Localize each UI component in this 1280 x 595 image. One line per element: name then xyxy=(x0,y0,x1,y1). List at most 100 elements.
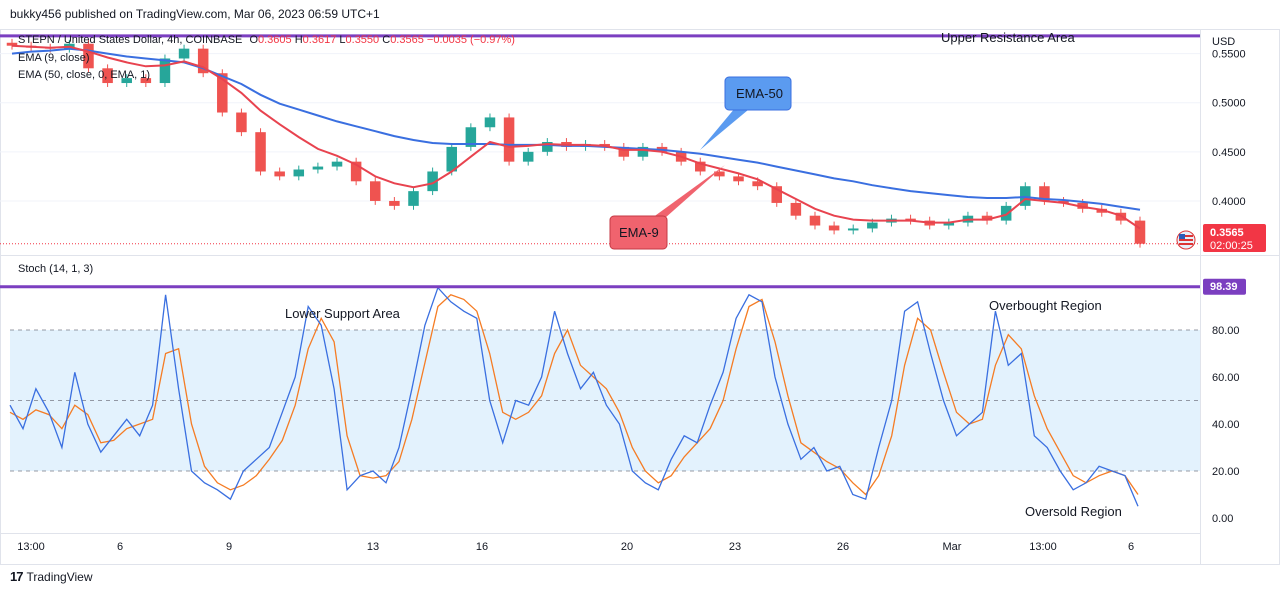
high-label: H xyxy=(294,34,303,46)
candle-body xyxy=(427,171,438,192)
candle-body xyxy=(331,161,343,167)
candle-body xyxy=(408,191,419,206)
time-tick-label: 9 xyxy=(226,541,232,553)
publisher-line: bukky456 published on TradingView.com, M… xyxy=(10,7,380,21)
time-tick-label: 20 xyxy=(621,541,633,553)
price-tick-label: 0.5500 xyxy=(1212,49,1246,61)
candle-body xyxy=(389,200,400,206)
candle-body xyxy=(102,68,113,84)
candle-body xyxy=(867,222,878,229)
candle-body xyxy=(484,117,496,128)
time-tick-label: 6 xyxy=(1128,541,1134,553)
overbought-label: Overbought Region xyxy=(989,298,1102,313)
high-value: 0.3617 xyxy=(302,34,337,46)
price-grid xyxy=(0,53,1200,202)
ema50-legend[interactable]: EMA (50, close, 0, EMA, 1) xyxy=(18,69,151,81)
ema9-callout-text: EMA-9 xyxy=(619,225,659,240)
candle-body xyxy=(274,171,285,177)
price-candles xyxy=(6,38,1146,248)
currency-label: USD xyxy=(1212,36,1235,48)
candle-body xyxy=(350,161,362,182)
stoch-tick-label: 60.00 xyxy=(1212,372,1240,384)
candle-body xyxy=(178,48,190,59)
current-price-value: 0.3565 xyxy=(1210,227,1244,239)
candle-body xyxy=(618,146,630,157)
candle-body xyxy=(293,169,305,177)
time-axis: 13:00 6 9 13 16 20 23 26 Mar 13:00 6 xyxy=(17,541,1134,553)
time-tick-label: 26 xyxy=(837,541,849,553)
stoch-tick-label: 40.00 xyxy=(1212,419,1240,431)
close-label: C xyxy=(382,34,391,46)
stoch-tick-label: 80.00 xyxy=(1212,325,1240,337)
stoch-tick-label: 20.00 xyxy=(1212,466,1240,478)
candle-body xyxy=(6,42,18,46)
candle-body xyxy=(771,186,783,203)
candle-body xyxy=(522,151,534,162)
candle-body xyxy=(1134,220,1146,244)
candle-body xyxy=(1077,202,1088,209)
price-tick-label: 0.4500 xyxy=(1212,147,1246,159)
open-value: 0.3605 xyxy=(258,34,292,46)
ema9-line xyxy=(11,44,1141,230)
time-tick-label: 13:00 xyxy=(17,541,45,553)
candle-body xyxy=(369,181,381,201)
oversold-label: Oversold Region xyxy=(1025,504,1122,519)
candle-body xyxy=(312,166,324,170)
change-value: −0.0035 (−0.97%) xyxy=(426,34,515,46)
ema50-line xyxy=(11,47,1141,211)
price-tick-label: 0.5000 xyxy=(1212,98,1246,110)
stoch-d-line xyxy=(9,294,1139,496)
symbol-info: STEPN / United States Dollar, 4h, COINBA… xyxy=(18,34,515,46)
ema9-legend[interactable]: EMA (9, close) xyxy=(18,52,90,64)
candle-body xyxy=(197,48,209,74)
candle-body xyxy=(752,181,763,187)
candle-body xyxy=(733,176,744,182)
chart-frame xyxy=(0,29,1280,565)
price-tick-label: 0.4000 xyxy=(1212,196,1246,208)
candle-body xyxy=(981,215,993,221)
brand-name: TradingView xyxy=(26,569,93,584)
time-tick-label: 13:00 xyxy=(1029,541,1057,553)
time-tick-label: 6 xyxy=(117,541,123,553)
candle-body xyxy=(83,43,94,69)
footer-brand: 17 TradingView xyxy=(10,569,93,584)
stoch-level-value: 98.39 xyxy=(1210,281,1238,293)
time-tick-label: 23 xyxy=(729,541,741,553)
time-tick-label: 16 xyxy=(476,541,488,553)
candle-body xyxy=(828,225,840,231)
upper-resistance-label: Upper Resistance Area xyxy=(941,30,1075,45)
candle-body xyxy=(1000,205,1012,221)
symbol-name: STEPN / United States Dollar, 4h, COINBA… xyxy=(18,34,243,46)
price-axis: 0.5500 0.5000 0.4500 0.4000 xyxy=(1212,49,1246,208)
stoch-k-line xyxy=(9,286,1139,507)
flag-icon[interactable] xyxy=(1176,230,1196,250)
candle-body xyxy=(714,171,725,177)
candle-body xyxy=(637,146,649,157)
candle-body xyxy=(121,78,132,84)
candle-body xyxy=(217,73,228,113)
tradingview-logo-icon: 17 xyxy=(10,569,24,584)
ema50-callout-text: EMA-50 xyxy=(736,86,783,101)
candle-body xyxy=(140,78,152,84)
open-label: O xyxy=(249,34,258,46)
ema9-callout: EMA-9 xyxy=(609,165,725,250)
candle-body xyxy=(503,117,515,162)
candle-body xyxy=(695,161,706,172)
stoch-legend[interactable]: Stoch (14, 1, 3) xyxy=(18,263,94,275)
candle-body xyxy=(847,228,859,231)
candle-body xyxy=(255,132,266,172)
candle-body xyxy=(542,142,553,152)
close-value: 0.3565 xyxy=(390,34,424,46)
stoch-tick-label: 0.00 xyxy=(1212,513,1233,525)
time-tick-label: 13 xyxy=(367,541,379,553)
candle-body xyxy=(1039,186,1050,201)
candle-body xyxy=(159,58,171,84)
ema50-callout: EMA-50 xyxy=(700,76,792,150)
candle-body xyxy=(943,222,955,226)
lower-support-label: Lower Support Area xyxy=(285,306,401,321)
time-tick-label: Mar xyxy=(943,541,962,553)
candle-body xyxy=(446,146,457,172)
stoch-axis: 80.00 60.00 40.00 20.00 0.00 xyxy=(1212,325,1240,525)
current-price-badge: 0.3565 02:00:25 xyxy=(1203,224,1266,252)
low-label: L xyxy=(339,34,346,46)
